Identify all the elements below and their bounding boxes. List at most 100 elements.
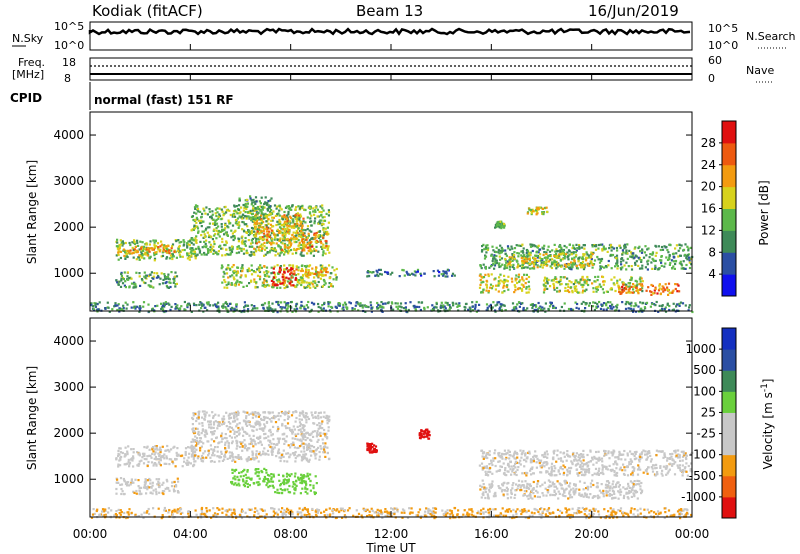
heatmap-cell — [522, 266, 525, 269]
nave-tick-high: 60 — [708, 54, 722, 67]
heatmap-cell — [448, 308, 451, 311]
heatmap-cell — [518, 287, 522, 290]
heatmap-cell — [270, 473, 273, 476]
heatmap-cell — [297, 273, 300, 276]
heatmap-cell — [191, 416, 194, 420]
heatmap-cell — [545, 277, 549, 280]
nsearch-tick-high: 10^5 — [708, 22, 738, 35]
heatmap-cell — [471, 309, 474, 312]
heatmap-cell — [241, 445, 244, 448]
heatmap-cell — [616, 261, 619, 264]
heatmap-cell — [607, 264, 610, 267]
heatmap-cell — [244, 244, 247, 247]
heatmap-cell — [158, 453, 161, 456]
heatmap-cell — [499, 226, 502, 229]
heatmap-cell — [520, 283, 523, 286]
heatmap-cell — [186, 306, 189, 309]
heatmap-cell — [522, 262, 525, 265]
heatmap-cell — [585, 302, 588, 305]
heatmap-cell — [600, 265, 603, 268]
heatmap-cell — [162, 302, 165, 305]
heatmap-cell — [314, 457, 317, 460]
heatmap-cell — [168, 450, 171, 453]
heatmap-cell — [223, 278, 226, 282]
heatmap-cell — [272, 310, 275, 313]
heatmap-cell — [156, 458, 159, 461]
heatmap-cell — [542, 211, 546, 214]
heatmap-cell — [186, 244, 189, 247]
heatmap-cell — [270, 476, 273, 479]
heatmap-cell — [162, 308, 165, 311]
heatmap-cell — [515, 278, 518, 281]
heatmap-cell — [319, 264, 322, 267]
heatmap-cell — [126, 450, 129, 453]
heatmap-cell — [231, 454, 234, 457]
heatmap-cell — [262, 306, 265, 309]
heatmap-cell — [492, 257, 495, 260]
heatmap-cell — [322, 223, 325, 226]
heatmap-cell — [241, 213, 244, 216]
heatmap-cell — [256, 286, 259, 289]
heatmap-cell — [250, 457, 253, 461]
heatmap-cell — [221, 237, 224, 240]
heatmap-cell — [224, 306, 227, 309]
heatmap-cell — [158, 458, 161, 461]
heatmap-cell — [118, 459, 121, 462]
heatmap-cell — [188, 244, 191, 247]
heatmap-cell — [295, 240, 298, 244]
heatmap-cell — [177, 239, 180, 242]
heatmap-cell — [542, 291, 546, 294]
heatmap-cell — [236, 246, 239, 249]
heatmap-cell — [301, 249, 304, 252]
heatmap-cell — [522, 308, 525, 311]
heatmap-cell — [653, 292, 656, 295]
heatmap-cell — [252, 270, 255, 273]
heatmap-cell — [324, 416, 327, 419]
heatmap-cell — [157, 461, 161, 464]
heatmap-cell — [204, 229, 207, 232]
heatmap-cell — [195, 216, 198, 219]
heatmap-cell — [257, 481, 260, 484]
heatmap-cell — [161, 306, 164, 309]
heatmap-cell — [579, 278, 582, 281]
heatmap-cell — [179, 250, 182, 253]
heatmap-cell — [194, 207, 197, 210]
heatmap-cell — [527, 280, 530, 283]
heatmap-cell — [272, 267, 275, 270]
heatmap-cell — [635, 285, 638, 288]
heatmap-cell — [591, 282, 594, 285]
heatmap-cell — [622, 251, 625, 254]
heatmap-cell — [136, 250, 140, 253]
heatmap-cell — [514, 305, 517, 309]
heatmap-cell — [481, 245, 484, 248]
heatmap-cell — [276, 220, 279, 223]
heatmap-cell — [134, 245, 137, 248]
heatmap-cell — [317, 446, 320, 449]
heatmap-cell — [183, 300, 186, 304]
heatmap-cell — [119, 239, 122, 242]
heatmap-cell — [273, 235, 277, 238]
heatmap-cell — [219, 247, 223, 250]
heatmap-cell — [551, 258, 554, 261]
heatmap-cell — [308, 229, 311, 232]
heatmap-cell — [318, 273, 321, 276]
heatmap-cell — [261, 236, 264, 239]
heatmap-cell — [394, 302, 397, 305]
heatmap-cell — [191, 247, 194, 250]
heatmap-cell — [297, 239, 300, 242]
heatmap-cell — [272, 416, 275, 419]
heatmap-cell — [227, 446, 230, 449]
heatmap-cell — [687, 249, 690, 252]
heatmap-cell — [328, 420, 331, 423]
heatmap-cell — [279, 206, 282, 209]
heatmap-cell — [145, 458, 148, 461]
heatmap-cell — [322, 243, 325, 246]
heatmap-cell — [432, 270, 435, 273]
heatmap-cell — [241, 228, 244, 231]
heatmap-cell — [277, 440, 280, 443]
heatmap-cell — [242, 221, 245, 224]
heatmap-cell — [296, 212, 299, 215]
heatmap-cell — [265, 270, 268, 273]
heatmap-cell — [223, 212, 226, 215]
heatmap-cell — [205, 456, 208, 459]
